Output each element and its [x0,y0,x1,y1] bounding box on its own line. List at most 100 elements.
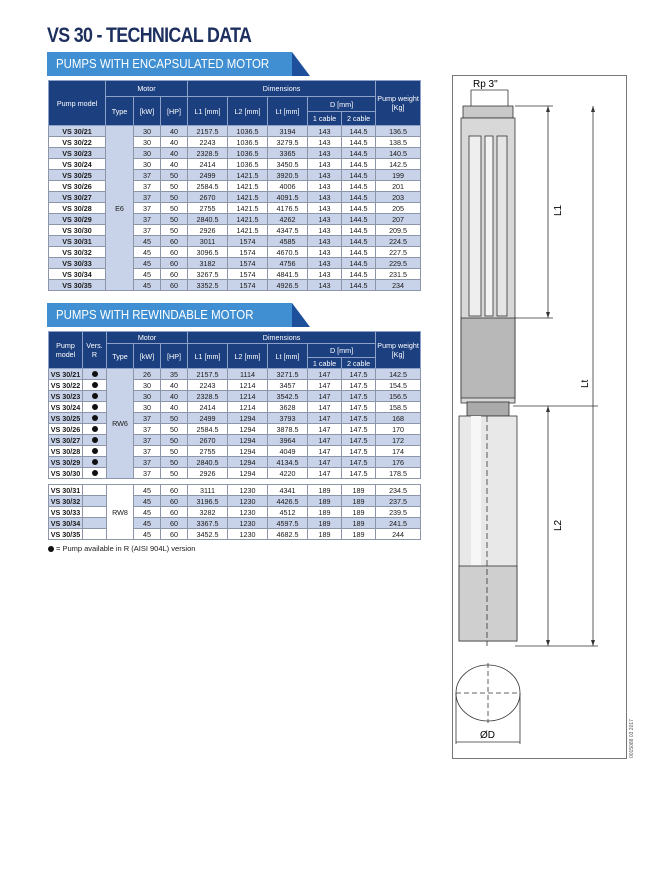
table-row: VS 30/33 45 60 3282 1230 4512 189 189 239.5 [48,506,422,518]
table-cell: 147.5 [341,456,377,468]
table-cell: 2499 [187,169,229,181]
table-cell: 2414 [187,158,229,170]
available-dot-icon [91,381,98,388]
table-cell: 189 [307,528,343,540]
pump-model-cell: VS 30/30 [48,467,83,479]
table-cell: 147.5 [341,368,377,380]
header-pump-model: Pump model [48,331,83,369]
table-row: VS 30/24 30 40 2414 1214 3628 147 147.5 158.5 [48,401,422,413]
table-cell: 143 [307,257,343,269]
table-row: VS 30/32 45 60 3196.5 1230 4426.5 189 189 237.5 [48,495,422,507]
encapsulated-motor-table: Pump model Motor Dimensions Pump weight [Kg… [48,80,422,291]
table-cell: 144.5 [341,169,377,181]
table-cell: 30 [133,147,161,159]
table-cell: 207 [375,213,422,225]
table-cell: 156.5 [375,390,422,402]
table-cell: 234 [375,279,422,291]
header-d: D [mm] [307,343,377,358]
table-cell: 2328.5 [187,147,229,159]
table-cell: 2243 [187,379,229,391]
table-cell: 147 [307,368,343,380]
pump-model-cell: VS 30/21 [48,368,83,380]
table-cell: 144.5 [341,246,377,258]
rewindable-motor-banner: PUMPS WITH REWINDABLE MOTOR [47,303,310,327]
table-cell: 144.5 [341,202,377,214]
encapsulated-motor-banner: PUMPS WITH ENCAPSULATED MOTOR [47,52,310,76]
table-cell: 229.5 [375,257,422,269]
table-cell: 4926.5 [267,279,309,291]
table-cell: 50 [159,456,189,468]
table-cell: 144.5 [341,158,377,170]
pump-model-cell: VS 30/23 [48,390,83,402]
table-cell: 50 [159,191,189,203]
table-cell: 1294 [227,423,269,435]
table-cell: 143 [307,125,343,137]
table-cell: 144.5 [341,125,377,137]
table-row: VS 30/30 37 50 2926 1294 4220 147 147.5 178.5 [48,467,422,479]
table-cell: 1214 [227,379,269,391]
table-cell: 2926 [187,467,229,479]
table-cell: 50 [159,412,189,424]
l2-label: L2 [553,519,564,531]
pump-dimension-diagram: Rp 3" L1 Lt L2 ØD [452,75,627,759]
table-cell: 50 [159,434,189,446]
table-cell: 144.5 [341,213,377,225]
header-hp: [HP] [159,343,189,369]
l1-label: L1 [553,204,564,216]
table-cell: 4091.5 [267,191,309,203]
table-cell: 45 [133,528,161,540]
table-cell: 60 [159,495,189,507]
table-cell: 3964 [267,434,309,446]
table-cell: 45 [133,506,161,518]
table-cell: 143 [307,224,343,236]
table-cell: 60 [159,528,189,540]
table-cell: 147.5 [341,467,377,479]
header-vers-r: Vers. R [82,331,107,369]
pump-model-cell: VS 30/22 [48,379,83,391]
table-cell: 37 [133,180,161,192]
table-cell: 35 [159,368,189,380]
table-row: VS 30/23 30 40 2328.5 1036.5 3365 143 144.5 140.… [48,147,422,159]
header-motor: Motor [104,80,189,97]
table-cell: 209.5 [375,224,422,236]
table-cell: 26 [133,368,161,380]
table-cell: 45 [133,495,161,507]
table-cell: 142.5 [375,368,422,380]
table-cell: 189 [341,517,377,529]
table-cell: 1214 [227,401,269,413]
table-cell: 1574 [227,268,269,280]
header-l1: L1 [mm] [187,343,229,369]
table-cell: 168 [375,412,422,424]
table-cell: 30 [133,136,161,148]
table-cell: 224.5 [375,235,422,247]
version-r-cell [82,467,107,479]
table-cell: 2499 [187,412,229,424]
table-cell: 4006 [267,180,309,192]
pump-model-cell: VS 30/31 [48,235,106,247]
table-cell: 40 [159,136,189,148]
table-cell: 1230 [227,517,269,529]
tables-column: PUMPS WITH ENCAPSULATED MOTOR Pump model… [47,52,427,554]
table-cell: 37 [133,456,161,468]
table-cell: 40 [159,401,189,413]
table-cell: 2755 [187,445,229,457]
table-row: VS 30/21 E6 30 40 2157.5 1036.5 3194 143 144.5 13… [48,125,422,291]
table-row: VS 30/35 45 60 3452.5 1230 4682.5 189 189 244 [48,528,422,540]
table-cell: 45 [133,484,161,496]
table-cell: 143 [307,268,343,280]
table-cell: 2157.5 [187,368,229,380]
header-2-cable: 2 cable [341,111,377,126]
table-cell: 189 [307,506,343,518]
table-cell: 37 [133,169,161,181]
table-cell: 30 [133,379,161,391]
table-cell: 147 [307,445,343,457]
table-cell: 1294 [227,412,269,424]
table-cell: 30 [133,390,161,402]
table-cell: 4347.5 [267,224,309,236]
version-r-cell [82,434,107,446]
table-cell: 144.5 [341,191,377,203]
diameter-label: ØD [480,730,495,741]
table-row: VS 30/35 45 60 3352.5 1574 4926.5 143 144.5 234 [48,279,422,291]
available-dot-icon [91,436,98,443]
table-cell: 189 [341,484,377,496]
